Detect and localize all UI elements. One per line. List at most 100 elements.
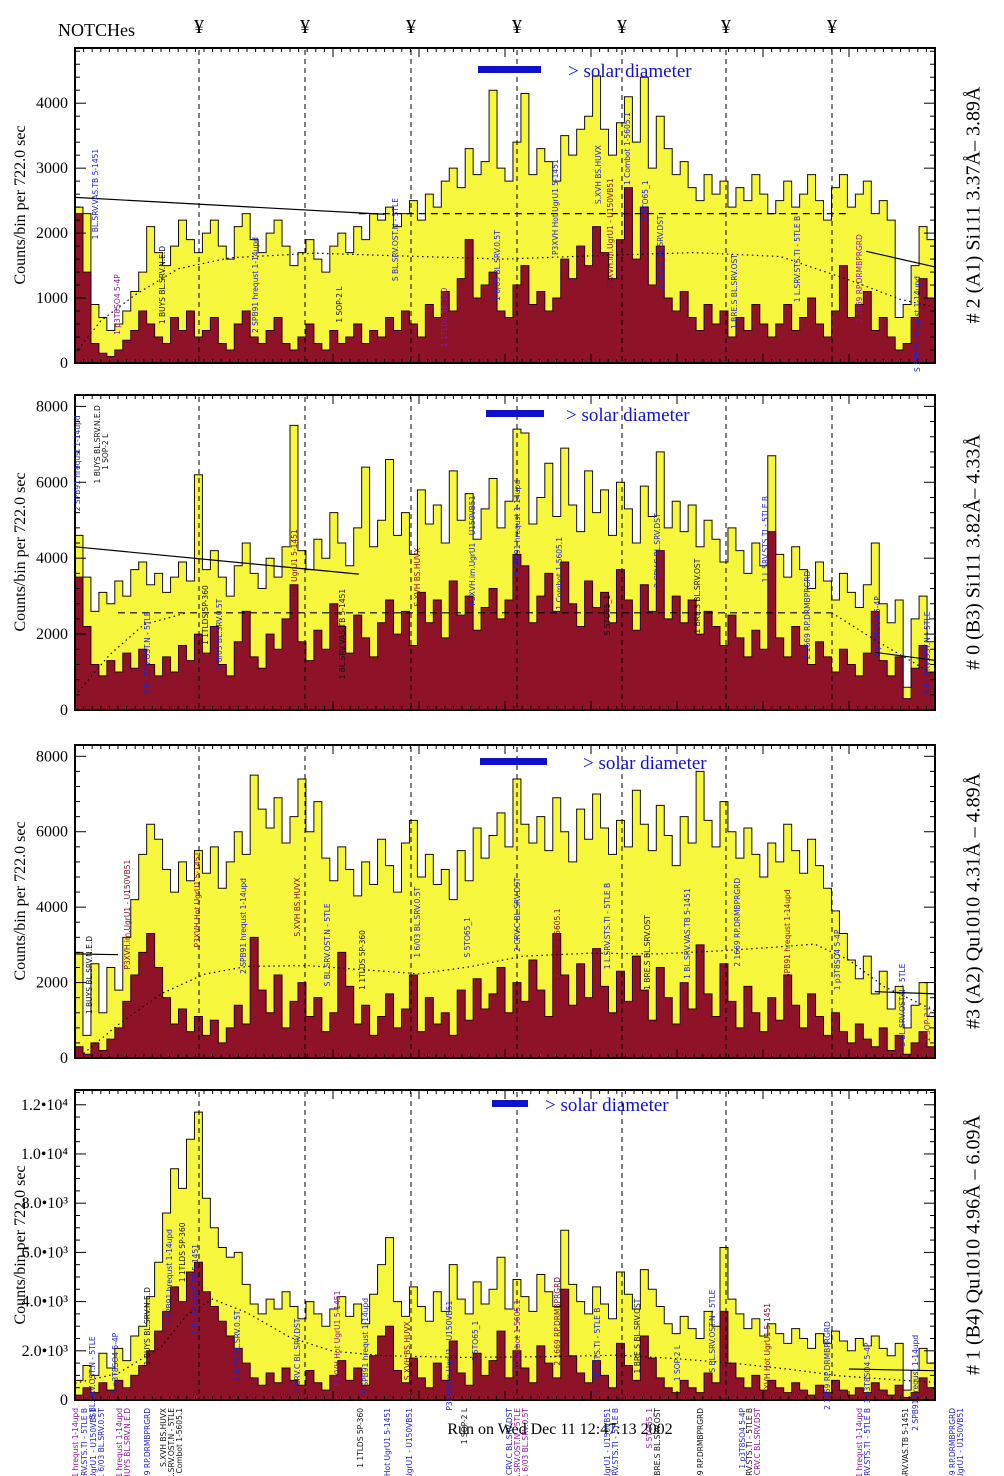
event-annotation: 2 1669 RP.DRMBPRGRD xyxy=(733,878,742,967)
event-annotation: P3XVH Hot UgrU1 5-1451 xyxy=(551,159,560,255)
event-annotation: P3XVH.im.UgrU1 - U150VB51 xyxy=(123,860,132,970)
panel-1: 0 2000 4000 6000 8000 2 SPB91 hrequst 1-14upd… xyxy=(36,394,936,719)
event-annotation: 1 1TLDS 5P-360 xyxy=(440,287,449,347)
event-annotation: 1 BRE.S BL.SRV.OST xyxy=(633,1298,642,1373)
event-annotation: S.XVH BS.HUVX xyxy=(293,878,302,937)
event-annotation: 2 1669 RP.DRMBPRGRD xyxy=(823,1321,832,1410)
event-annotation: 1 BL.SRV.VAS.TB 5-1451 xyxy=(191,1244,200,1335)
event-annotation: 1 1TLDS 5P-360 xyxy=(178,1222,187,1282)
event-annotation: 1 p3T8SO4 5-4P xyxy=(738,1408,747,1469)
event-annotation: P3XVH.im.UgrU1 - U150VB51 xyxy=(603,1408,612,1476)
event-annotation: 1 1TLDS 5P-360 xyxy=(358,930,367,990)
panel-title: # 0 (B3) Si111 3.82Å– 4.33Å xyxy=(962,434,985,670)
y-tick-label: 4.0•10³ xyxy=(22,1294,69,1311)
notch-marker: ¥ xyxy=(827,16,837,38)
total-histogram xyxy=(74,75,936,364)
event-annotation: 2 1669 RP.DRMBPRGRD xyxy=(553,1277,562,1366)
event-annotation: 1 6/03 BL.SRV.0.5T xyxy=(413,886,422,957)
event-annotation: S.XVH BS.HUVX xyxy=(403,1321,412,1380)
event-annotation: 1 6/03 BL.SRV.0.5T xyxy=(233,1310,242,1381)
event-annotation: 1 L.SRV.STS.TI - 5TLE B xyxy=(603,883,612,969)
solid-overlay-line xyxy=(874,651,936,661)
solar-diameter-legend-label: > solar diameter xyxy=(583,753,707,774)
event-annotation: 1 BL.SRV.VAS.TB 5-1451 xyxy=(901,1408,910,1476)
event-annotation: S SPB91 hrequst 1-14upd xyxy=(913,276,922,372)
notch-marker: ¥ xyxy=(300,16,310,38)
bottom-annotation-strip: 2 SPB91 hrequst 1-14upd 1 L.SRV.STS.TI - … xyxy=(71,1407,965,1476)
event-annotation: S BL.SRV.OST.N - 5TLE xyxy=(88,1336,97,1419)
solar-diameter-legend-label: > solar diameter xyxy=(568,61,692,82)
event-annotation: P3XVH Hot UgrU1 5-1451 xyxy=(290,529,299,625)
event-annotation: 2 SPB91 hrequst 1-14upd xyxy=(251,237,260,333)
notch-marker: ¥ xyxy=(617,16,627,38)
solar-diameter-legend-label: > solar diameter xyxy=(566,405,690,426)
y-axis-label: Counts/bin per 722.0 sec xyxy=(12,472,29,632)
panel-title: # 2 (A1) Si111 3.37Å– 3.89Å xyxy=(962,86,985,324)
event-annotation: 1 p3T8SO4 5-4P xyxy=(873,596,882,657)
event-annotation: 2 CRV.C BL.SRV.DST xyxy=(656,215,665,290)
y-tick-label: 8.0•10³ xyxy=(22,1195,69,1212)
event-annotation: 1 L.SRV.STS.TI - 5TLE B xyxy=(793,216,802,302)
event-annotation: 1 SOP-2 L xyxy=(460,1407,469,1444)
notch-marker: ¥ xyxy=(406,16,416,38)
event-annotation: S 5TO65_1 xyxy=(641,180,650,221)
solid-overlay-line xyxy=(874,991,936,995)
event-annotation: P3XVH Hot UgrU1 5-1451 xyxy=(193,852,202,948)
event-annotation: S 5TO65_1 xyxy=(603,595,612,636)
event-annotation: 1 p3T8SO4 5-4P xyxy=(111,1332,120,1393)
y-tick-label: 1000 xyxy=(36,290,68,307)
event-annotation: S BL.SRV.OST.N - 5TLE xyxy=(708,1289,717,1372)
event-annotation: 1 SOP-2 L xyxy=(673,1344,682,1381)
event-annotation: 1 BUYS BL.SRV.N.E.D xyxy=(158,246,167,324)
event-annotation: 2 CRV.C BL.SRV.DST xyxy=(293,1318,302,1393)
panel-0: 0 1000 2000 3000 4000 1 BL.SRV.VAS.TB 5-1451 1… xyxy=(36,47,936,372)
event-annotation: 1 L.SRV.STS.TI - 5TLE B xyxy=(863,1408,872,1476)
event-annotation: 2 1669 RP.DRMBPRGRD xyxy=(855,234,864,323)
notch-marker: ¥ xyxy=(721,16,731,38)
event-annotation: 2 SPB91 hrequst 1-14upd xyxy=(239,878,248,974)
event-annotation: P3XVH Hot UgrU1 5-1451 xyxy=(763,1303,772,1399)
event-annotation: 1 1TLDS 5P-360 xyxy=(201,585,210,645)
event-annotation: 2 SPB91 hrequst 1-14upd xyxy=(165,1229,174,1325)
event-annotation: S BL.SRV.OST.N - 5TLE xyxy=(513,1408,522,1476)
event-annotation: 1 Combot 1-5605.1 xyxy=(513,1299,522,1372)
panel-title: #3 (A2) Qu1010 4.31Å – 4.89Å xyxy=(962,772,985,1030)
y-tick-label: 6000 xyxy=(36,474,68,491)
event-annotation: 1 BUYS BL.SRV.N.E.D xyxy=(123,1408,132,1476)
solid-overlay-line xyxy=(866,250,936,268)
solid-overlay-line xyxy=(74,546,359,575)
event-annotation: P3XVH.im.UgrU1 - U150VB51 xyxy=(405,1408,414,1476)
event-annotation: P3XVH.im.UgrU1 - U150VB51 xyxy=(606,178,615,288)
y-axis-label: Counts/bin per 722.0 sec xyxy=(12,1165,29,1325)
y-tick-label: 8000 xyxy=(36,748,68,765)
event-annotation: 1 1TLDS 5P-360 xyxy=(356,1408,365,1468)
event-annotation: 1 BRE.S BL.SRV.OST xyxy=(643,915,652,990)
y-tick-label: 2000 xyxy=(36,975,68,992)
solid-overlay-line xyxy=(74,953,119,956)
dotted-overlay-line xyxy=(74,612,187,696)
y-tick-label: 6000 xyxy=(36,824,68,841)
y-tick-label: 6.0•10³ xyxy=(22,1244,69,1261)
event-annotation: 1 6/03 BL.SRV.0.5T xyxy=(493,230,502,301)
background-histogram xyxy=(74,187,936,364)
background-histogram xyxy=(74,531,936,711)
event-annotation: 1 Combot 1-5605.1 xyxy=(623,112,632,185)
event-annotation: 2 CRV.C BL.SRV.DST xyxy=(505,1408,514,1476)
y-tick-label: 0 xyxy=(60,1392,68,1409)
dotted-overlay-line xyxy=(831,612,936,676)
event-annotation: S BL.SRV.OST.N - 5TLE xyxy=(923,611,932,694)
background-histogram xyxy=(74,1261,936,1401)
event-annotation: 1 p3T8SO4 5-4P xyxy=(833,929,842,990)
event-annotation: S.XVH BS.HUVX xyxy=(159,1408,168,1467)
event-annotation: 1 BUYS BL.SRV.N.E.D xyxy=(85,936,94,1014)
event-annotation: S 5TO65_1 xyxy=(645,1408,654,1449)
solar-diameter-bar xyxy=(486,410,544,417)
event-annotation: 2 SPB91 hrequst 1-14upd xyxy=(911,1335,920,1431)
panel-3: 0 2.0•10³ 4.0•10³ 6.0•10³ 8.0•10³ 1.0•10⁴ 1.2•… xyxy=(21,1089,936,1431)
dotted-overlay-line xyxy=(74,251,936,354)
event-annotation: 1 Combot 1-5605.1 xyxy=(555,537,564,610)
event-annotation: S SPB91 hrequst 1-14upd xyxy=(513,480,522,576)
event-annotation: P3XVH.im.UgrU1 - U150VB51 xyxy=(956,1408,965,1476)
